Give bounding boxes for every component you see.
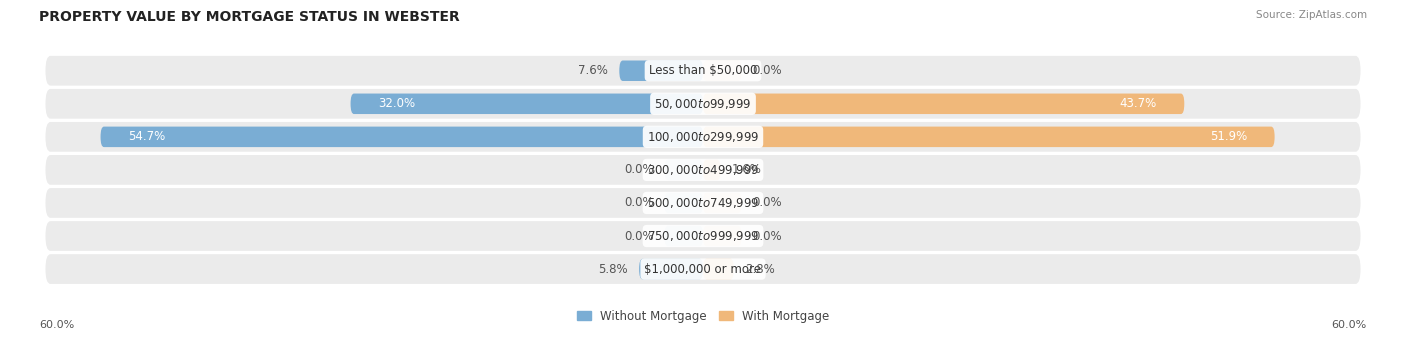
FancyBboxPatch shape [45, 188, 1361, 218]
Legend: Without Mortgage, With Mortgage: Without Mortgage, With Mortgage [576, 309, 830, 323]
Text: 5.8%: 5.8% [599, 262, 628, 276]
Text: $50,000 to $99,999: $50,000 to $99,999 [654, 97, 752, 111]
Text: 0.0%: 0.0% [624, 197, 654, 209]
Text: 0.0%: 0.0% [624, 164, 654, 176]
FancyBboxPatch shape [665, 160, 703, 180]
FancyBboxPatch shape [703, 94, 1184, 114]
Text: 54.7%: 54.7% [128, 130, 166, 143]
Text: 0.0%: 0.0% [752, 64, 782, 77]
FancyBboxPatch shape [45, 89, 1361, 119]
Text: 0.0%: 0.0% [624, 230, 654, 242]
Text: 60.0%: 60.0% [39, 320, 75, 330]
Text: Source: ZipAtlas.com: Source: ZipAtlas.com [1256, 10, 1367, 20]
FancyBboxPatch shape [619, 61, 703, 81]
Text: $1,000,000 or more: $1,000,000 or more [644, 262, 762, 276]
FancyBboxPatch shape [45, 122, 1361, 152]
FancyBboxPatch shape [703, 226, 741, 246]
Text: 43.7%: 43.7% [1119, 97, 1157, 110]
Text: Less than $50,000: Less than $50,000 [648, 64, 758, 77]
FancyBboxPatch shape [350, 94, 703, 114]
FancyBboxPatch shape [45, 254, 1361, 284]
FancyBboxPatch shape [703, 259, 734, 279]
Text: 32.0%: 32.0% [378, 97, 415, 110]
FancyBboxPatch shape [703, 193, 741, 213]
FancyBboxPatch shape [665, 193, 703, 213]
FancyBboxPatch shape [703, 126, 1275, 147]
FancyBboxPatch shape [45, 56, 1361, 86]
FancyBboxPatch shape [101, 126, 703, 147]
FancyBboxPatch shape [45, 221, 1361, 251]
FancyBboxPatch shape [640, 259, 703, 279]
Text: 0.0%: 0.0% [752, 197, 782, 209]
Text: PROPERTY VALUE BY MORTGAGE STATUS IN WEBSTER: PROPERTY VALUE BY MORTGAGE STATUS IN WEB… [39, 10, 460, 24]
Text: 7.6%: 7.6% [578, 64, 609, 77]
Text: 0.0%: 0.0% [752, 230, 782, 242]
FancyBboxPatch shape [703, 61, 741, 81]
Text: $750,000 to $999,999: $750,000 to $999,999 [647, 229, 759, 243]
Text: 1.6%: 1.6% [731, 164, 762, 176]
Text: $300,000 to $499,999: $300,000 to $499,999 [647, 163, 759, 177]
FancyBboxPatch shape [665, 226, 703, 246]
Text: 2.8%: 2.8% [745, 262, 775, 276]
FancyBboxPatch shape [703, 160, 721, 180]
Text: 60.0%: 60.0% [1331, 320, 1367, 330]
Text: $500,000 to $749,999: $500,000 to $749,999 [647, 196, 759, 210]
Text: $100,000 to $299,999: $100,000 to $299,999 [647, 130, 759, 144]
FancyBboxPatch shape [45, 155, 1361, 185]
Text: 51.9%: 51.9% [1209, 130, 1247, 143]
